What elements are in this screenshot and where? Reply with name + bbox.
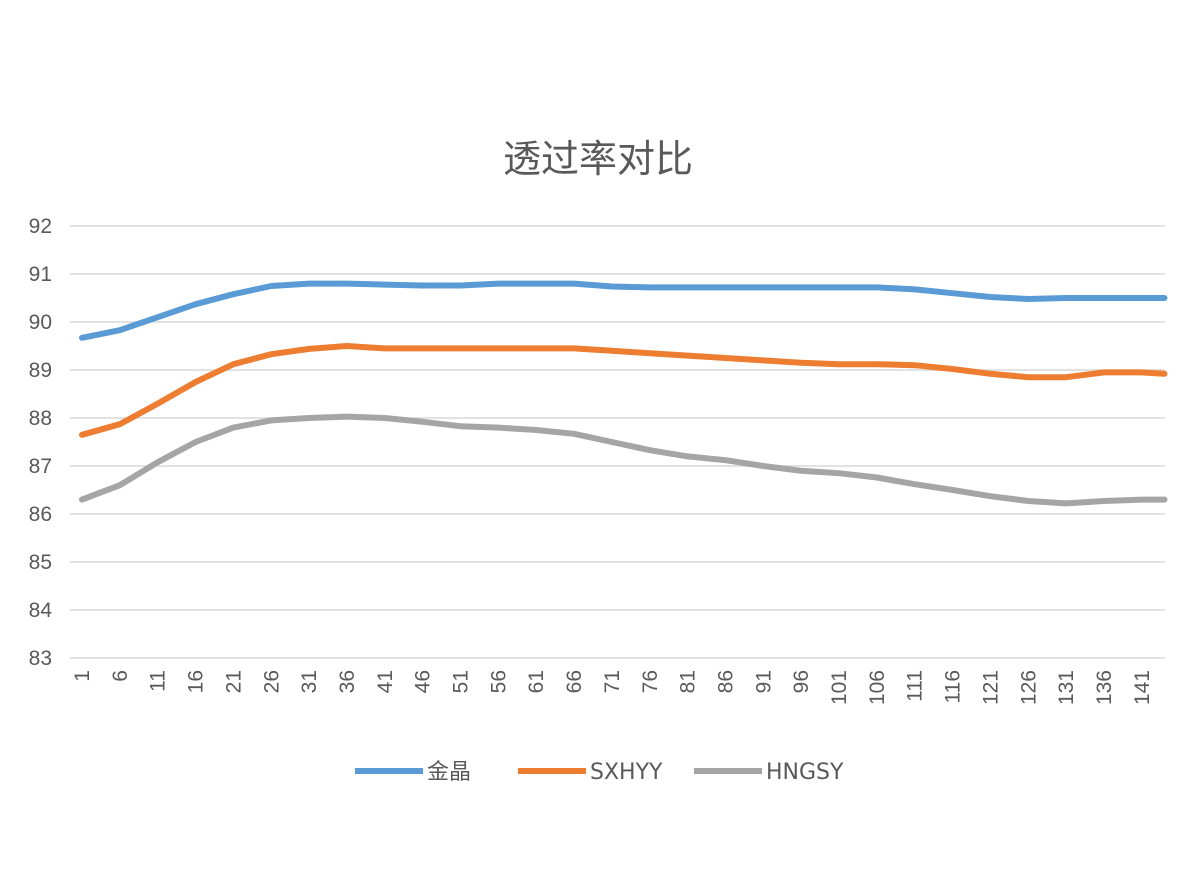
- series-line-0: [79, 280, 1168, 341]
- x-tick-label: 106: [866, 670, 889, 705]
- legend-label: SXHYY: [590, 760, 663, 785]
- x-tick-label: 16: [185, 670, 208, 693]
- x-tick-label: 66: [563, 670, 586, 693]
- y-tick-label: 85: [29, 551, 52, 574]
- chart-title: 透过率对比: [503, 137, 693, 181]
- y-tick-label: 88: [29, 407, 52, 430]
- y-tick-label: 91: [29, 263, 52, 286]
- x-tick-label: 116: [942, 670, 965, 703]
- x-tick-label: 71: [601, 670, 624, 693]
- x-tick-label: 96: [790, 670, 813, 693]
- y-axis-ticks: 83 84 85 86 87 88 89 90 91 92: [29, 215, 53, 670]
- x-tick-label: 131: [1055, 670, 1078, 705]
- x-tick-label: 141: [1131, 670, 1154, 705]
- x-tick-label: 31: [298, 670, 321, 693]
- x-tick-label: 46: [412, 670, 435, 693]
- x-axis-ticks: 1 6 11 16 21 26 31 36 41 46 51 56 61 66 71 76 81 86 91 96 10…: [71, 670, 1154, 705]
- x-tick-label: 51: [450, 670, 473, 693]
- x-tick-label: 26: [260, 670, 283, 693]
- x-tick-label: 11: [147, 670, 170, 692]
- x-tick-label: 101: [828, 670, 851, 705]
- x-tick-label: 6: [109, 670, 132, 682]
- legend-label: 金晶: [427, 760, 471, 785]
- legend-item: 金晶: [355, 760, 471, 785]
- y-tick-label: 92: [29, 215, 52, 238]
- y-tick-label: 86: [29, 503, 52, 526]
- y-tick-label: 83: [29, 647, 52, 670]
- series-lines: [79, 280, 1168, 507]
- y-tick-label: 90: [29, 311, 52, 334]
- x-tick-label: 81: [677, 670, 700, 693]
- x-tick-label: 126: [1017, 670, 1040, 705]
- x-tick-label: 86: [714, 670, 737, 693]
- legend: 金晶 SXHYY HNGSY: [355, 760, 844, 785]
- x-tick-label: 41: [374, 670, 397, 693]
- x-tick-label: 56: [487, 670, 510, 693]
- x-tick-label: 36: [336, 670, 359, 693]
- x-tick-label: 76: [639, 670, 662, 693]
- y-tick-label: 84: [29, 599, 53, 622]
- legend-item: SXHYY: [518, 760, 663, 785]
- x-tick-label: 61: [525, 670, 548, 693]
- legend-label: HNGSY: [766, 760, 844, 785]
- y-tick-label: 89: [29, 359, 52, 382]
- x-tick-label: 91: [752, 670, 775, 693]
- x-tick-label: 1: [71, 670, 94, 682]
- legend-item: HNGSY: [694, 760, 844, 785]
- series-line-2: [79, 413, 1168, 507]
- gridlines: [70, 225, 1165, 659]
- y-tick-label: 87: [29, 455, 52, 478]
- x-tick-label: 121: [979, 670, 1002, 705]
- x-tick-label: 111: [904, 670, 927, 702]
- series-line-1: [79, 343, 1168, 438]
- x-tick-label: 136: [1093, 670, 1116, 705]
- x-tick-label: 21: [222, 670, 245, 693]
